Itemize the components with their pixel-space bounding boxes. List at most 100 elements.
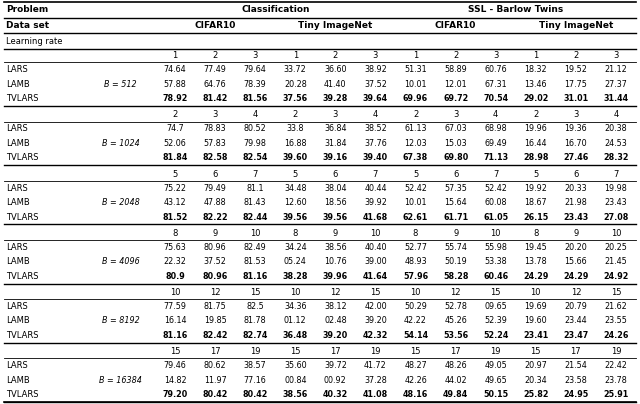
Text: 20.38: 20.38 [605, 124, 627, 133]
Text: 1: 1 [533, 51, 538, 60]
Text: 34.36: 34.36 [284, 302, 307, 311]
Text: 9: 9 [453, 229, 458, 238]
Text: 6: 6 [333, 170, 338, 179]
Text: 43.12: 43.12 [164, 198, 186, 207]
Text: LARS: LARS [6, 243, 28, 252]
Text: 4: 4 [493, 110, 499, 119]
Text: 27.08: 27.08 [604, 213, 628, 221]
Text: 33.72: 33.72 [284, 65, 307, 74]
Text: 23.58: 23.58 [564, 376, 588, 385]
Text: 82.74: 82.74 [243, 331, 268, 340]
Text: 62.61: 62.61 [403, 213, 428, 221]
Text: 67.31: 67.31 [484, 80, 507, 88]
Text: 3: 3 [453, 110, 458, 119]
Text: 25.91: 25.91 [604, 390, 628, 399]
Text: 61.13: 61.13 [404, 124, 427, 133]
Text: 39.16: 39.16 [323, 154, 348, 162]
Text: 20.33: 20.33 [564, 183, 587, 193]
Text: 61.71: 61.71 [443, 213, 468, 221]
Text: 01.12: 01.12 [284, 316, 307, 326]
Text: LARS: LARS [6, 65, 28, 74]
Text: 57.88: 57.88 [164, 80, 186, 88]
Text: 10.01: 10.01 [404, 198, 427, 207]
Text: 60.46: 60.46 [483, 272, 508, 281]
Text: 38.56: 38.56 [324, 243, 347, 252]
Text: 24.29: 24.29 [563, 272, 589, 281]
Text: 10: 10 [531, 288, 541, 297]
Text: 58.89: 58.89 [444, 65, 467, 74]
Text: 27.37: 27.37 [605, 80, 627, 88]
Text: LAMB: LAMB [6, 376, 29, 385]
Text: 81.43: 81.43 [244, 198, 266, 207]
Text: 15: 15 [611, 288, 621, 297]
Text: 15: 15 [531, 347, 541, 356]
Text: 80.62: 80.62 [204, 361, 227, 370]
Text: 15: 15 [370, 288, 381, 297]
Text: 3: 3 [573, 110, 579, 119]
Text: B = 512: B = 512 [104, 80, 137, 88]
Text: 81.53: 81.53 [244, 257, 266, 266]
Text: 2: 2 [172, 110, 178, 119]
Text: 20.20: 20.20 [564, 243, 588, 252]
Text: 19.92: 19.92 [524, 183, 547, 193]
Text: 23.41: 23.41 [523, 331, 548, 340]
Text: 35.60: 35.60 [284, 361, 307, 370]
Text: SSL - Barlow Twins: SSL - Barlow Twins [468, 5, 563, 14]
Text: 7: 7 [253, 170, 258, 179]
Text: 3: 3 [333, 110, 338, 119]
Text: 81.42: 81.42 [202, 94, 228, 103]
Text: 02.48: 02.48 [324, 316, 347, 326]
Text: 24.53: 24.53 [605, 139, 627, 148]
Text: 12.03: 12.03 [404, 139, 427, 148]
Text: 18.32: 18.32 [524, 65, 547, 74]
Text: 6: 6 [212, 170, 218, 179]
Text: 82.44: 82.44 [243, 213, 268, 221]
Text: 9: 9 [333, 229, 338, 238]
Text: 48.16: 48.16 [403, 390, 428, 399]
Text: 39.40: 39.40 [363, 154, 388, 162]
Text: 24.29: 24.29 [523, 272, 548, 281]
Text: 19.98: 19.98 [605, 183, 627, 193]
Text: 39.64: 39.64 [363, 94, 388, 103]
Text: 00.84: 00.84 [284, 376, 307, 385]
Text: 21.62: 21.62 [605, 302, 627, 311]
Text: 16.70: 16.70 [564, 139, 587, 148]
Text: 50.29: 50.29 [404, 302, 427, 311]
Text: 77.49: 77.49 [204, 65, 227, 74]
Text: 79.20: 79.20 [163, 390, 188, 399]
Text: 80.96: 80.96 [204, 243, 227, 252]
Text: 61.05: 61.05 [483, 213, 508, 221]
Text: 5: 5 [292, 170, 298, 179]
Text: 13.46: 13.46 [525, 80, 547, 88]
Text: Learning rate: Learning rate [6, 37, 63, 46]
Text: 52.78: 52.78 [444, 302, 467, 311]
Text: 82.54: 82.54 [243, 154, 268, 162]
Text: B = 2048: B = 2048 [102, 198, 140, 207]
Text: 47.88: 47.88 [204, 198, 227, 207]
Text: TVLARS: TVLARS [6, 154, 38, 162]
Text: 23.78: 23.78 [605, 376, 627, 385]
Text: B = 8192: B = 8192 [102, 316, 140, 326]
Text: 21.45: 21.45 [605, 257, 627, 266]
Text: 60.76: 60.76 [484, 65, 507, 74]
Text: TVLARS: TVLARS [6, 390, 38, 399]
Text: 81.84: 81.84 [163, 154, 188, 162]
Text: 25.82: 25.82 [523, 390, 548, 399]
Text: 80.42: 80.42 [202, 390, 228, 399]
Text: 42.22: 42.22 [404, 316, 427, 326]
Text: 48.27: 48.27 [404, 361, 427, 370]
Text: 36.60: 36.60 [324, 65, 347, 74]
Text: 39.20: 39.20 [323, 331, 348, 340]
Text: 15: 15 [170, 347, 180, 356]
Text: 8: 8 [533, 229, 538, 238]
Text: 82.49: 82.49 [244, 243, 267, 252]
Text: 7: 7 [613, 170, 619, 179]
Text: 41.68: 41.68 [363, 213, 388, 221]
Text: 68.98: 68.98 [484, 124, 507, 133]
Text: 31.44: 31.44 [604, 94, 628, 103]
Text: 38.92: 38.92 [364, 65, 387, 74]
Text: 79.49: 79.49 [204, 183, 227, 193]
Text: 39.96: 39.96 [323, 272, 348, 281]
Text: 81.16: 81.16 [243, 272, 268, 281]
Text: 69.72: 69.72 [443, 94, 468, 103]
